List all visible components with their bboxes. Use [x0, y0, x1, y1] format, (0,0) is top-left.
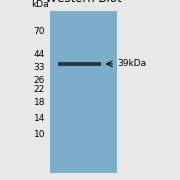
Text: kDa: kDa	[31, 0, 49, 9]
Text: 14: 14	[34, 114, 45, 123]
Text: Western Blot: Western Blot	[46, 0, 122, 4]
Text: 22: 22	[34, 86, 45, 94]
Bar	[50, 11, 117, 173]
Text: 10: 10	[33, 130, 45, 139]
Text: 70: 70	[33, 27, 45, 36]
Text: 33: 33	[33, 63, 45, 72]
Text: 39kDa: 39kDa	[117, 59, 146, 68]
Text: 18: 18	[33, 98, 45, 107]
Bar	[58, 62, 101, 66]
Text: 44: 44	[34, 50, 45, 59]
Text: 26: 26	[34, 76, 45, 85]
